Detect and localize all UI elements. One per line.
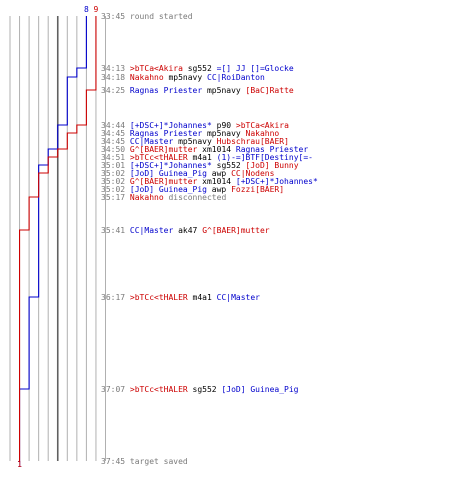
event-time: 34:13 — [101, 64, 125, 73]
event-row: 35:02 [JoD] Guinea_Pig awp CC|Nodens — [101, 169, 275, 178]
event-row: 34:44 [+DSC+]*Johannes* p90 >bTCa<Akira — [101, 121, 289, 130]
event-time: 33:45 — [101, 12, 125, 21]
event-row: 34:25 Ragnas Priester mp5navy [BaC]Ratte — [101, 86, 294, 95]
event-black-text: xm1014 — [197, 145, 236, 154]
event-time: 35:02 — [101, 177, 125, 186]
event-blue-text: [JoD] Guinea_Pig — [130, 185, 207, 194]
event-black-text: awp — [207, 185, 231, 194]
event-row: 34:18 Nakahno mp5navy CC|RoiDanton — [101, 73, 265, 82]
event-time: 37:07 — [101, 385, 125, 394]
event-row: 34:45 CC|Master mp5navy Hubschrau[BAER] — [101, 137, 289, 146]
event-red-text: >bTCc<tHALER — [130, 293, 188, 302]
event-time: 34:45 — [101, 129, 125, 138]
event-log: 33:45 round started 34:13 >bTCa<Akira sg5… — [101, 12, 318, 466]
event-black-text: m4a1 — [188, 153, 217, 162]
team-alive-lines — [19, 16, 97, 461]
event-black-text: sg552 — [188, 385, 222, 394]
event-row: 35:17 Nakahno disconnected — [101, 193, 226, 202]
event-blue-text: CC|Master — [130, 137, 174, 146]
event-time: 34:44 — [101, 121, 125, 130]
event-row: 33:45 round started — [101, 12, 193, 21]
event-gray-text: round started — [130, 12, 193, 21]
event-black-text: mp5navy — [173, 137, 216, 146]
event-time: 35:17 — [101, 193, 125, 202]
event-red-text: >bTCa<Akira — [236, 121, 289, 130]
event-red-text: Nakahno — [130, 193, 164, 202]
event-blue-text: CC|Master — [130, 226, 174, 235]
event-black-text: mp5navy — [202, 129, 245, 138]
event-blue-text: CC|Master — [217, 293, 261, 302]
red-team-line — [19, 16, 97, 461]
event-blue-text: [JoD] Guinea_Pig — [130, 169, 207, 178]
event-blue-text: Ragnas Priester — [130, 86, 202, 95]
event-row: 34:13 >bTCa<Akira sg552 =[] JJ []=Glocke — [101, 64, 294, 73]
blue-start-count: 8 — [84, 5, 89, 14]
event-time: 35:01 — [101, 161, 125, 170]
event-row: 35:02 [JoD] Guinea_Pig awp Fozzi[BAER] — [101, 185, 284, 194]
event-blue-text: [+DSC+]*Johannes* — [130, 121, 212, 130]
event-blue-text: [JoD] Guinea_Pig — [221, 385, 298, 394]
event-blue-text: [+DSC+]*Johannes* — [236, 177, 318, 186]
event-row: 34:51 >bTCc<tHALER m4a1 (1)-=]BTF[Destin… — [101, 153, 313, 162]
event-blue-text: (1)-=]BTF[Destiny[=- — [217, 153, 313, 162]
lane-grid — [9, 16, 106, 461]
event-red-text: G^[BAER]mutter — [202, 226, 270, 235]
event-time: 34:45 — [101, 137, 125, 146]
event-row: 37:45 target saved — [101, 457, 188, 466]
red-start-count: 9 — [94, 5, 99, 14]
event-blue-text: CC|RoiDanton — [207, 73, 265, 82]
event-time: 37:45 — [101, 457, 125, 466]
event-time: 34:50 — [101, 145, 125, 154]
blue-end-count: 1 — [17, 460, 22, 469]
event-black-text: mp5navy — [202, 86, 245, 95]
event-blue-text: [+DSC+]*Johannes* — [130, 161, 212, 170]
event-red-text: [BaC]Ratte — [246, 86, 294, 95]
event-row: 34:45 Ragnas Priester mp5navy Nakahno — [101, 129, 279, 138]
event-time: 36:17 — [101, 293, 125, 302]
event-red-text: G^[BAER]mutter — [130, 177, 198, 186]
event-red-text: >bTCc<tHALER — [130, 153, 188, 162]
event-red-text: Nakahno — [246, 129, 280, 138]
event-black-text: awp — [207, 169, 231, 178]
red-end-count: 1 — [17, 460, 22, 469]
event-time: 34:18 — [101, 73, 125, 82]
event-black-text: p90 — [212, 121, 236, 130]
event-black-text: ak47 — [173, 226, 202, 235]
event-gray-text: target saved — [130, 457, 188, 466]
event-black-text: mp5navy — [164, 73, 207, 82]
event-time: 34:51 — [101, 153, 125, 162]
event-gray-text: disconnected — [164, 193, 227, 202]
event-row: 34:50 G^[BAER]mutter xm1014 Ragnas Pries… — [101, 145, 308, 154]
event-red-text: >bTCc<tHALER — [130, 385, 188, 394]
event-blue-text: =[] JJ []=Glocke — [217, 64, 294, 73]
event-time: 35:41 — [101, 226, 125, 235]
event-black-text: xm1014 — [197, 177, 236, 186]
event-time: 35:02 — [101, 169, 125, 178]
event-red-text: >bTCa<Akira — [130, 64, 183, 73]
event-red-text: Hubschrau[BAER] — [217, 137, 289, 146]
event-row: 36:17 >bTCc<tHALER m4a1 CC|Master — [101, 293, 260, 302]
event-red-text: [JoD] Bunny — [246, 161, 299, 170]
event-black-text: m4a1 — [188, 293, 217, 302]
event-row: 35:02 G^[BAER]mutter xm1014 [+DSC+]*Joha… — [101, 177, 318, 186]
blue-team-line — [19, 16, 87, 461]
event-red-text: CC|Nodens — [231, 169, 275, 178]
event-row: 37:07 >bTCc<tHALER sg552 [JoD] Guinea_Pi… — [101, 385, 299, 394]
event-row: 35:41 CC|Master ak47 G^[BAER]mutter — [101, 226, 270, 235]
event-black-text: sg552 — [212, 161, 246, 170]
event-time: 35:02 — [101, 185, 125, 194]
event-time: 34:25 — [101, 86, 125, 95]
event-red-text: Nakahno — [130, 73, 164, 82]
event-red-text: Fozzi[BAER] — [231, 185, 284, 194]
event-red-text: G^[BAER]mutter — [130, 145, 198, 154]
event-blue-text: Ragnas Priester — [130, 129, 202, 138]
event-row: 35:01 [+DSC+]*Johannes* sg552 [JoD] Bunn… — [101, 161, 299, 170]
event-blue-text: Ragnas Priester — [236, 145, 308, 154]
event-black-text: sg552 — [183, 64, 217, 73]
